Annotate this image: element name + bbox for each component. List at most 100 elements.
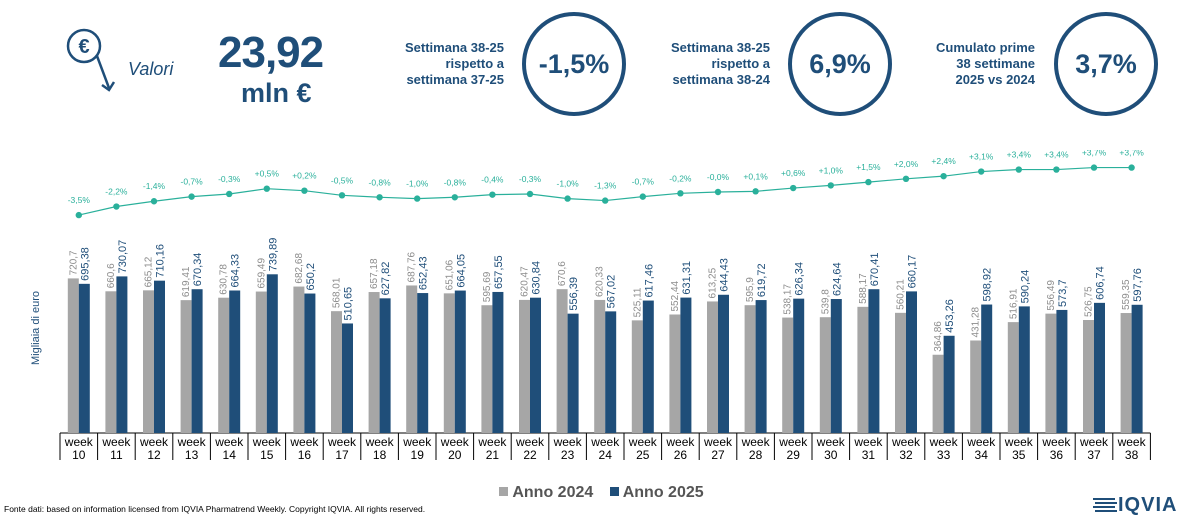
x-tick-label: week — [289, 435, 319, 449]
bar-anno-2025 — [642, 300, 654, 433]
cumulative-point — [1053, 166, 1060, 173]
cumulative-label: +1,0% — [819, 165, 844, 175]
cumulative-label: +3,7% — [1119, 150, 1144, 158]
data-label-2025: 631,31 — [681, 261, 693, 295]
x-tick-label: week — [966, 435, 996, 449]
kpi-cumulative-label: Cumulato prime 38 settimane 2025 vs 2024 — [936, 40, 1035, 87]
bar-anno-2025 — [1018, 306, 1030, 433]
cumulative-label: -0,8% — [444, 177, 467, 187]
cumulative-point — [902, 175, 910, 182]
cumulative-point — [526, 190, 534, 198]
data-label-2025: 510,65 — [343, 287, 355, 321]
x-tick-label: 19 — [411, 448, 425, 462]
data-label-2024: 364,86 — [933, 321, 944, 352]
cumulative-label: +2,4% — [931, 156, 956, 166]
bar-anno-2024 — [932, 354, 944, 433]
data-label-2024: 595,9 — [745, 277, 756, 302]
data-label-2025: 626,34 — [794, 262, 806, 296]
total-value: 23,92 — [218, 28, 324, 77]
cumulative-label: -0,2% — [669, 173, 692, 183]
bar-anno-2025 — [680, 297, 692, 433]
bar-anno-2025 — [342, 323, 353, 433]
x-tick-label: 37 — [1087, 448, 1101, 462]
bar-anno-2024 — [594, 299, 606, 433]
x-tick-label: week — [1041, 435, 1071, 449]
data-label-2024: 620,33 — [595, 266, 606, 297]
bar-anno-2025 — [304, 293, 316, 433]
cumulative-label: -1,0% — [406, 179, 429, 189]
x-tick-label: 13 — [185, 448, 199, 462]
x-tick-label: week — [816, 435, 846, 449]
x-tick-label: week — [929, 435, 959, 449]
x-tick-label: 36 — [1050, 448, 1064, 462]
bar-anno-2025 — [830, 299, 842, 433]
bar-anno-2025 — [1056, 309, 1068, 433]
data-label-2024: 588,17 — [858, 273, 869, 304]
data-label-2024: 526,75 — [1084, 286, 1095, 317]
cumulative-point — [714, 188, 722, 196]
data-label-2024: 556,49 — [1046, 280, 1057, 311]
y-axis-title: Migliaia di euro — [30, 291, 42, 365]
x-tick-label: 32 — [899, 448, 913, 462]
bar-anno-2024 — [67, 278, 79, 433]
data-label-2025: 670,34 — [192, 253, 204, 287]
x-tick-label: 38 — [1125, 448, 1139, 462]
x-tick-label: week — [778, 435, 808, 449]
cumulative-point — [226, 190, 233, 198]
data-label-2024: 620,47 — [520, 266, 531, 297]
bar-anno-2025 — [417, 293, 429, 433]
data-label-2024: 538,17 — [783, 284, 794, 315]
data-label-2025: 652,43 — [418, 256, 430, 290]
bar-anno-2025 — [492, 291, 504, 433]
bar-anno-2024 — [406, 285, 418, 433]
cumulative-label: -0,7% — [632, 177, 655, 187]
bar-anno-2024 — [970, 340, 982, 433]
x-tick-label: week — [1117, 435, 1147, 449]
cumulative-label: +0,2% — [292, 171, 317, 181]
bar-anno-2025 — [981, 304, 993, 433]
x-tick-label: week — [440, 435, 470, 449]
x-tick-label: 16 — [298, 448, 312, 462]
data-label-2024: 665,12 — [144, 256, 155, 287]
cumulative-label: -0,0% — [707, 172, 730, 182]
cumulative-point — [376, 194, 383, 201]
bar-anno-2025 — [1131, 304, 1143, 433]
cumulative-point — [677, 190, 684, 197]
bar-anno-2025 — [116, 276, 128, 433]
data-label-2025: 598,92 — [982, 268, 994, 302]
valori-label: Valori — [128, 59, 174, 79]
x-tick-label: 27 — [711, 448, 725, 462]
bar-anno-2025 — [530, 297, 541, 433]
data-label-2025: 617,46 — [643, 264, 655, 298]
data-label-2024: 687,76 — [407, 251, 418, 282]
bar-anno-2024 — [895, 312, 906, 433]
data-label-2024: 552,44 — [670, 280, 681, 311]
data-label-2025: 597,76 — [1132, 268, 1144, 302]
data-label-2025: 627,82 — [380, 262, 392, 296]
x-tick-label: week — [741, 435, 771, 449]
data-label-2024: 630,78 — [219, 264, 230, 295]
data-label-2025: 630,84 — [531, 261, 543, 295]
bar-anno-2025 — [229, 290, 241, 433]
bar-anno-2024 — [105, 291, 117, 433]
data-label-2024: 619,41 — [181, 266, 192, 297]
bar-anno-2025 — [868, 289, 880, 433]
cumulative-point — [639, 193, 646, 200]
x-tick-label: 34 — [975, 448, 989, 462]
x-tick-label: week — [891, 435, 921, 449]
data-label-2024: 657,18 — [369, 258, 380, 289]
x-tick-label: week — [139, 435, 169, 449]
data-label-2024: 525,11 — [632, 287, 643, 317]
data-label-2024: 682,68 — [294, 253, 305, 284]
x-tick-label: week — [590, 435, 620, 449]
data-label-2025: 650,2 — [305, 263, 317, 291]
bar-anno-2024 — [143, 290, 154, 433]
legend-swatch-2024 — [499, 487, 509, 496]
bar-anno-2024 — [857, 306, 869, 433]
cumulative-label: +0,1% — [743, 171, 768, 181]
legend-item-2024: Anno 2024 — [499, 484, 593, 501]
data-label-2025: 556,39 — [568, 277, 580, 311]
x-tick-label: week — [402, 435, 432, 449]
bar-anno-2025 — [906, 291, 917, 433]
cumulative-point — [940, 172, 947, 180]
